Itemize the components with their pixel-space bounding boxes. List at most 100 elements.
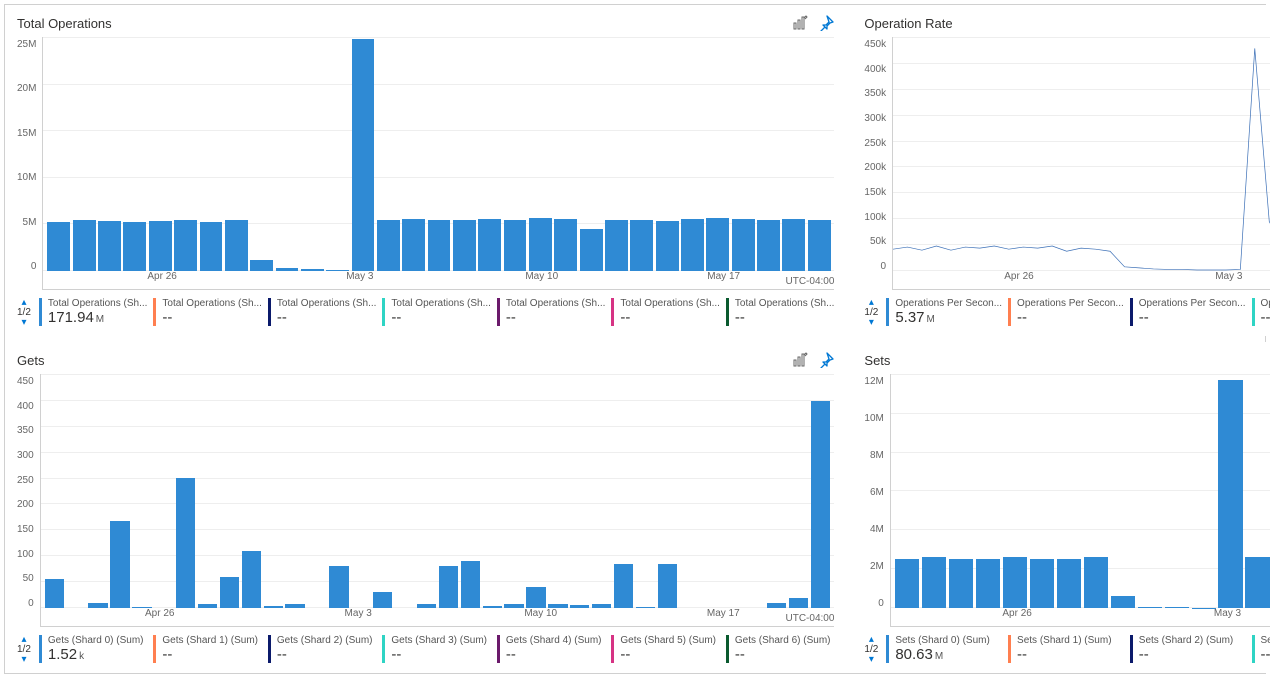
legend-item[interactable]: Total Operations (Sh...-- [611,298,720,326]
legend-item[interactable]: Gets (Shard 6) (Sum)-- [726,635,835,663]
legend-label: Gets (Shard 6) (Sum) [735,635,835,646]
legend-item[interactable]: Sets (Shard 0) (Sum)80.63M [886,635,1002,663]
plot-region[interactable]: Apr 26May 3May 10May 17UTC-04:00 [890,374,1270,627]
legend-item[interactable]: Total Operations (Sh...-- [726,298,835,326]
pin-icon[interactable] [818,15,834,31]
bar[interactable] [681,219,704,271]
panel-title: Total Operations [17,16,112,31]
legend-item[interactable]: Gets (Shard 2) (Sum)-- [268,635,377,663]
legend-item[interactable]: Total Operations (Sh...-- [497,298,606,326]
legend-item[interactable]: Total Operations (Sh...-- [268,298,377,326]
legend-item[interactable]: Sets (Shard 1) (Sum)-- [1008,635,1124,663]
pin-icon[interactable] [818,352,834,368]
bar[interactable] [614,564,633,608]
legend-item[interactable]: Operations Per Secon...-- [1252,298,1270,326]
bar[interactable] [174,220,197,271]
bar[interactable] [922,557,946,608]
chart-settings-icon[interactable] [792,352,808,368]
x-tick-label: Apr 26 [1004,271,1033,282]
bar[interactable] [808,220,831,271]
legend-item[interactable]: Operations Per Secon...-- [1130,298,1246,326]
x-tick-label: Apr 26 [1002,608,1031,619]
bar[interactable] [220,577,239,608]
bar[interactable] [250,260,273,271]
legend-item[interactable]: Total Operations (Sh...-- [153,298,262,326]
bar[interactable] [242,551,261,608]
x-tick-label: Apr 26 [145,608,174,619]
bar[interactable] [45,579,64,608]
bar[interactable] [225,220,248,271]
legend-label: Gets (Shard 0) (Sum) [48,635,148,646]
pager-down-icon[interactable]: ▾ [869,318,874,328]
bar[interactable] [98,221,121,271]
bar[interactable] [1003,557,1027,608]
pager-down-icon[interactable]: ▾ [21,655,26,665]
legend-item[interactable]: Operations Per Secon...-- [1008,298,1124,326]
bar[interactable] [949,559,973,608]
bar[interactable] [757,220,780,271]
bar[interactable] [402,219,425,271]
chart-settings-icon[interactable] [792,15,808,31]
bar[interactable] [1111,596,1135,608]
legend-label: Total Operations (Sh... [277,298,377,309]
plot-region[interactable]: Apr 26May 3May 10May 17UTC-04:00 [40,374,835,627]
bar[interactable] [658,564,677,608]
plot-region[interactable]: Apr 26May 3May 10May 17UTC-04:00 [892,37,1270,290]
bar[interactable] [554,219,577,271]
legend-item[interactable]: Total Operations (Sh...-- [382,298,491,326]
legend-item[interactable]: Total Operations (Sh...171.94M [39,298,148,326]
bar[interactable] [605,220,628,271]
bar[interactable] [504,220,527,271]
plot-region[interactable]: Apr 26May 3May 10May 17UTC-04:00 [42,37,834,290]
legend-value: -- [1139,646,1246,663]
bar[interactable] [453,220,476,271]
legend-value: 80.63M [895,646,1002,663]
bar[interactable] [732,219,755,271]
legend-item[interactable]: Gets (Shard 4) (Sum)-- [497,635,606,663]
bar[interactable] [1030,559,1054,608]
bar[interactable] [789,598,808,608]
legend-item[interactable]: Sets (Shard 3) (Sum)-- [1252,635,1270,663]
bar[interactable] [200,222,223,271]
bar[interactable] [73,220,96,271]
legend-item[interactable]: Sets (Shard 2) (Sum)-- [1130,635,1246,663]
legend-item[interactable]: Gets (Shard 3) (Sum)-- [382,635,491,663]
legend-pager: ▴ 1/2 ▾ [17,635,31,665]
bar[interactable] [656,221,679,271]
bar[interactable] [123,222,146,271]
bar[interactable] [149,221,172,271]
bar[interactable] [630,220,653,271]
bar[interactable] [110,521,129,608]
legend-item[interactable]: Gets (Shard 0) (Sum)1.52k [39,635,148,663]
legend-item[interactable]: Operations Per Secon...5.37M [886,298,1002,326]
bar[interactable] [580,229,603,271]
legend-item[interactable]: Gets (Shard 5) (Sum)-- [611,635,720,663]
bar[interactable] [47,222,70,271]
bar[interactable] [1245,557,1269,608]
bar[interactable] [1218,380,1242,608]
bar[interactable] [782,219,805,271]
bar[interactable] [1057,559,1081,608]
bar[interactable] [478,219,501,271]
pager-down-icon[interactable]: ▾ [869,655,874,665]
bar[interactable] [976,559,1000,608]
bar[interactable] [706,218,729,271]
bar[interactable] [352,39,375,271]
bar[interactable] [377,220,400,271]
y-tick-label: 0 [881,261,887,272]
bar[interactable] [895,559,919,608]
bar[interactable] [1084,557,1108,608]
bar[interactable] [329,566,348,608]
bar[interactable] [428,220,451,271]
bar[interactable] [461,561,480,608]
legend-value: -- [391,309,491,326]
line-path[interactable] [893,48,1270,270]
bar[interactable] [373,592,392,608]
legend-item[interactable]: Gets (Shard 1) (Sum)-- [153,635,262,663]
bar[interactable] [439,566,458,608]
pager-down-icon[interactable]: ▾ [21,318,26,328]
bar[interactable] [529,218,552,271]
bar[interactable] [526,587,545,608]
bar[interactable] [811,401,830,608]
bar[interactable] [176,478,195,608]
